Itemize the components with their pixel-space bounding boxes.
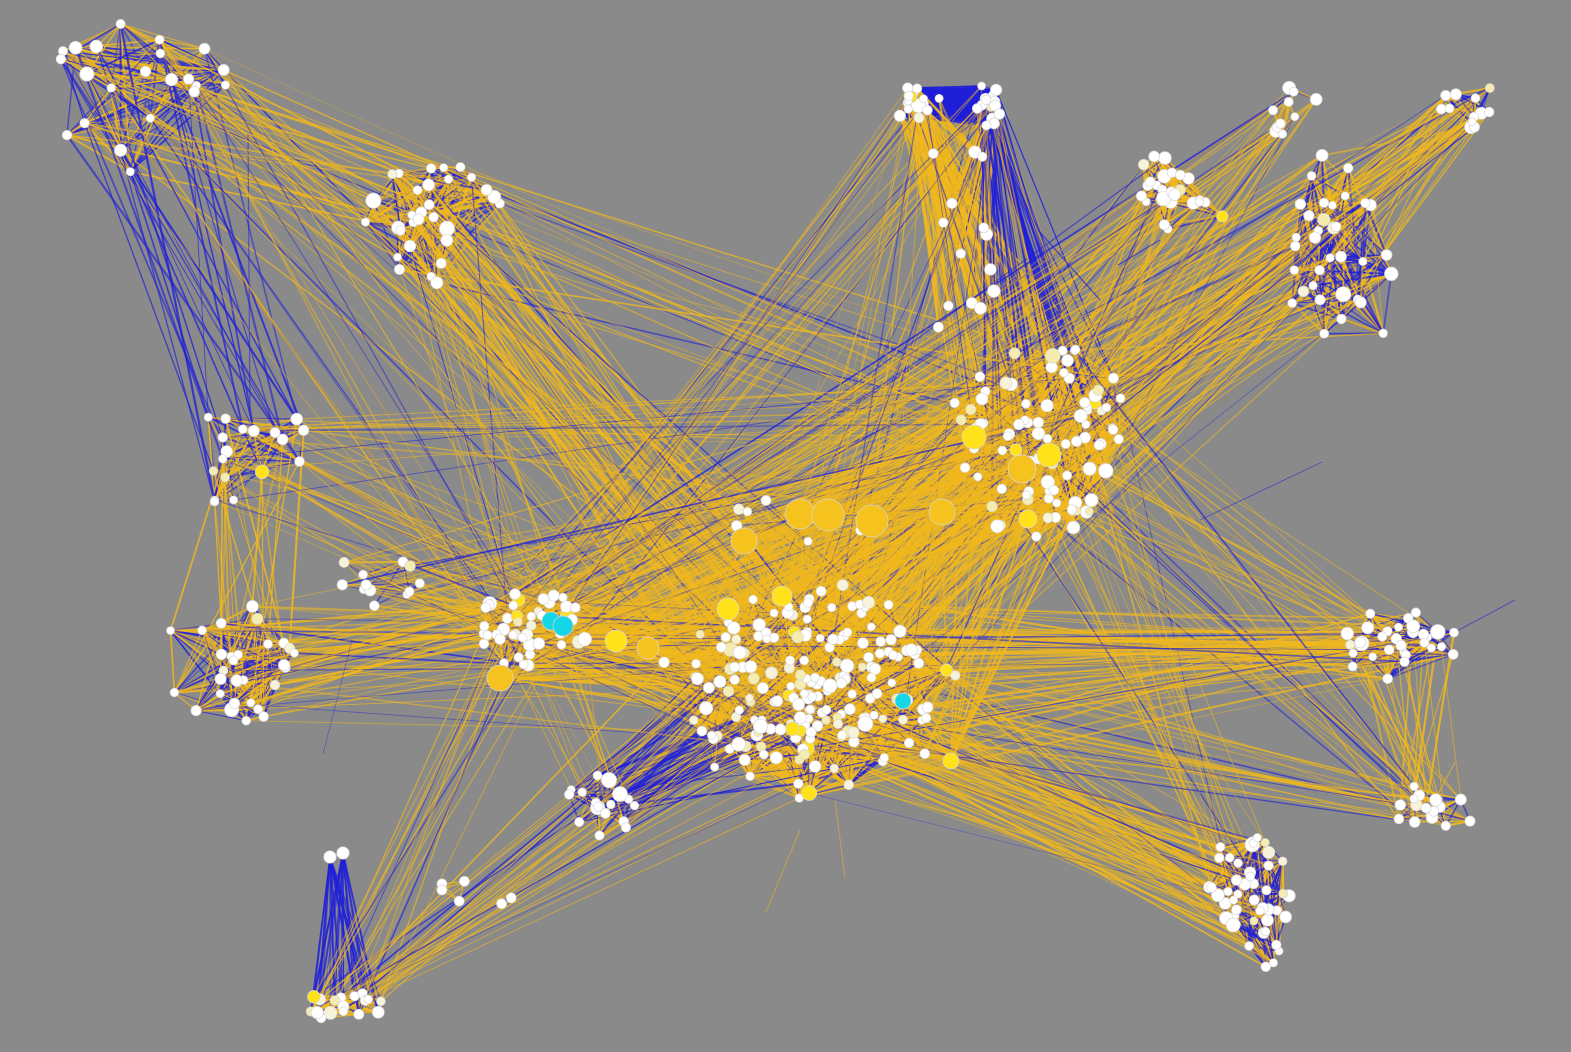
edge-group <box>224 432 276 478</box>
edge-group <box>120 117 151 151</box>
edge-group <box>120 23 224 71</box>
edge-group <box>120 23 834 777</box>
edge-group <box>398 189 419 270</box>
edge-group <box>195 710 247 722</box>
edge-group <box>60 23 122 61</box>
edge-group <box>374 582 421 607</box>
edge-group <box>222 436 300 463</box>
edge-group <box>195 678 222 711</box>
edge-group <box>233 418 298 501</box>
edge-group <box>342 561 404 586</box>
edge-group <box>173 630 203 693</box>
